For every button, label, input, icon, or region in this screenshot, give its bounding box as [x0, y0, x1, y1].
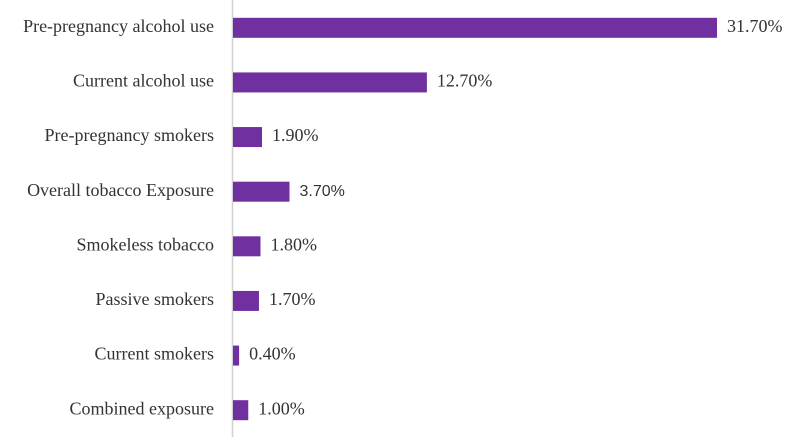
bar	[233, 290, 259, 311]
bar	[233, 72, 427, 93]
category-label: Pre-pregnancy alcohol use	[23, 16, 214, 36]
bar	[233, 236, 261, 257]
value-label: 0.40%	[249, 344, 295, 364]
bar	[233, 17, 717, 38]
value-label: 12.70%	[437, 71, 493, 91]
category-label: Combined exposure	[70, 398, 214, 418]
category-label: Passive smokers	[96, 289, 215, 309]
value-label: 1.90%	[272, 125, 319, 145]
value-label: 31.70%	[727, 16, 783, 36]
value-label: 1.00%	[258, 398, 305, 418]
value-label: 3.70%	[299, 183, 344, 200]
value-label: 1.80%	[270, 234, 317, 254]
bar	[233, 127, 263, 148]
bar	[233, 345, 240, 366]
bar	[233, 400, 249, 421]
bar	[233, 181, 290, 202]
category-label: Current smokers	[95, 344, 214, 364]
category-label: Smokeless tobacco	[77, 234, 214, 254]
category-label: Overall tobacco Exposure	[27, 180, 214, 200]
category-label: Current alcohol use	[73, 71, 214, 91]
category-label: Pre-pregnancy smokers	[45, 125, 214, 145]
value-label: 1.70%	[269, 289, 316, 309]
